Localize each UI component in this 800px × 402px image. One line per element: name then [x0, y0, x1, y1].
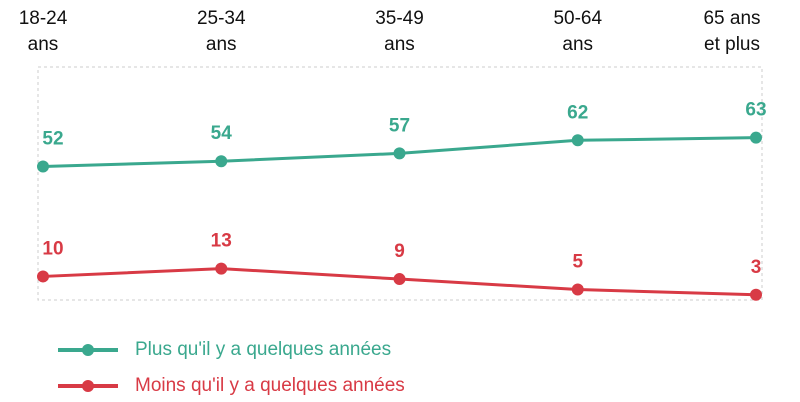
point [750, 288, 762, 301]
value-label: 54 [211, 123, 233, 144]
x-tick-label: 65 ans et plus [703, 8, 761, 55]
x-tick-label: 35-49 ans [375, 8, 424, 55]
point [215, 262, 228, 275]
point [750, 131, 762, 144]
value-label: 57 [389, 115, 410, 136]
legend-label: Plus qu'il y a quelques années [135, 339, 391, 360]
value-label: 9 [394, 241, 405, 262]
value-label: 63 [745, 100, 766, 121]
legend-dot [82, 344, 94, 356]
legend-dot [82, 380, 94, 392]
legend-label: Moins qu'il y a quelques années [135, 375, 405, 396]
x-tick-label: 50-64 ans [553, 8, 603, 55]
value-label: 10 [42, 238, 63, 259]
plot-frame [37, 66, 763, 301]
point [571, 134, 584, 147]
point [37, 160, 49, 173]
point [37, 270, 49, 283]
value-label: 5 [572, 252, 583, 273]
point [571, 283, 584, 296]
x-tick-label: 25-34 ans [196, 8, 246, 55]
point [215, 155, 228, 168]
point [393, 147, 406, 160]
x-tick-label: 18-24 ans [18, 8, 68, 55]
value-label: 13 [211, 231, 232, 252]
value-label: 52 [42, 128, 63, 149]
point [393, 273, 406, 286]
value-label: 3 [751, 257, 762, 278]
value-label: 62 [567, 102, 588, 123]
